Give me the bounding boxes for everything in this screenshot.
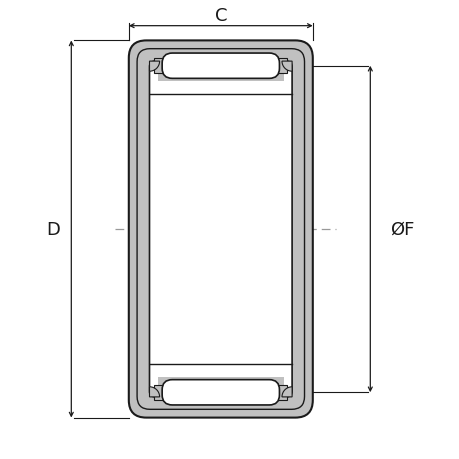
FancyBboxPatch shape: [129, 41, 312, 418]
Bar: [276, 59, 286, 74]
Text: ØF: ØF: [390, 220, 414, 239]
Wedge shape: [281, 62, 291, 72]
Wedge shape: [149, 387, 159, 397]
Wedge shape: [149, 62, 159, 72]
Bar: [276, 385, 286, 400]
FancyBboxPatch shape: [162, 380, 279, 405]
FancyBboxPatch shape: [162, 54, 279, 79]
Text: C: C: [214, 7, 227, 25]
Bar: [154, 385, 164, 400]
Wedge shape: [281, 387, 291, 397]
Bar: [154, 59, 164, 74]
FancyBboxPatch shape: [149, 62, 291, 397]
Text: D: D: [46, 220, 60, 239]
Bar: [157, 52, 284, 82]
Bar: [157, 377, 284, 408]
